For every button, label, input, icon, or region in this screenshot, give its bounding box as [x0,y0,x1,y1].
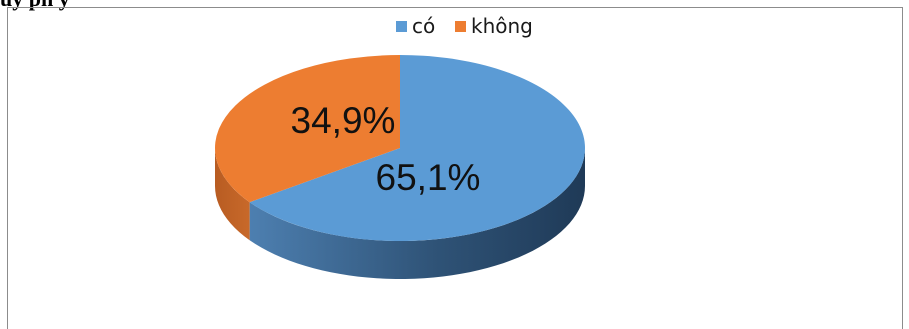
pie-side-có [249,148,585,279]
pie-slice-có [249,55,585,241]
data-label-có: 65,1% [376,157,481,198]
legend-label-khong: không [471,14,533,38]
pie-slice-không [214,54,400,203]
legend-swatch-khong [455,21,466,32]
legend-swatch-co [396,21,407,32]
data-label-không: 34,9% [291,100,396,141]
pie-chart: 65,1% 34,9% [214,54,585,279]
chart-frame [7,7,903,329]
caption-partial: ủy ph y [0,0,70,11]
pie-side-không [215,148,250,241]
legend-label-co: có [412,14,435,38]
legend: có không [396,14,533,38]
